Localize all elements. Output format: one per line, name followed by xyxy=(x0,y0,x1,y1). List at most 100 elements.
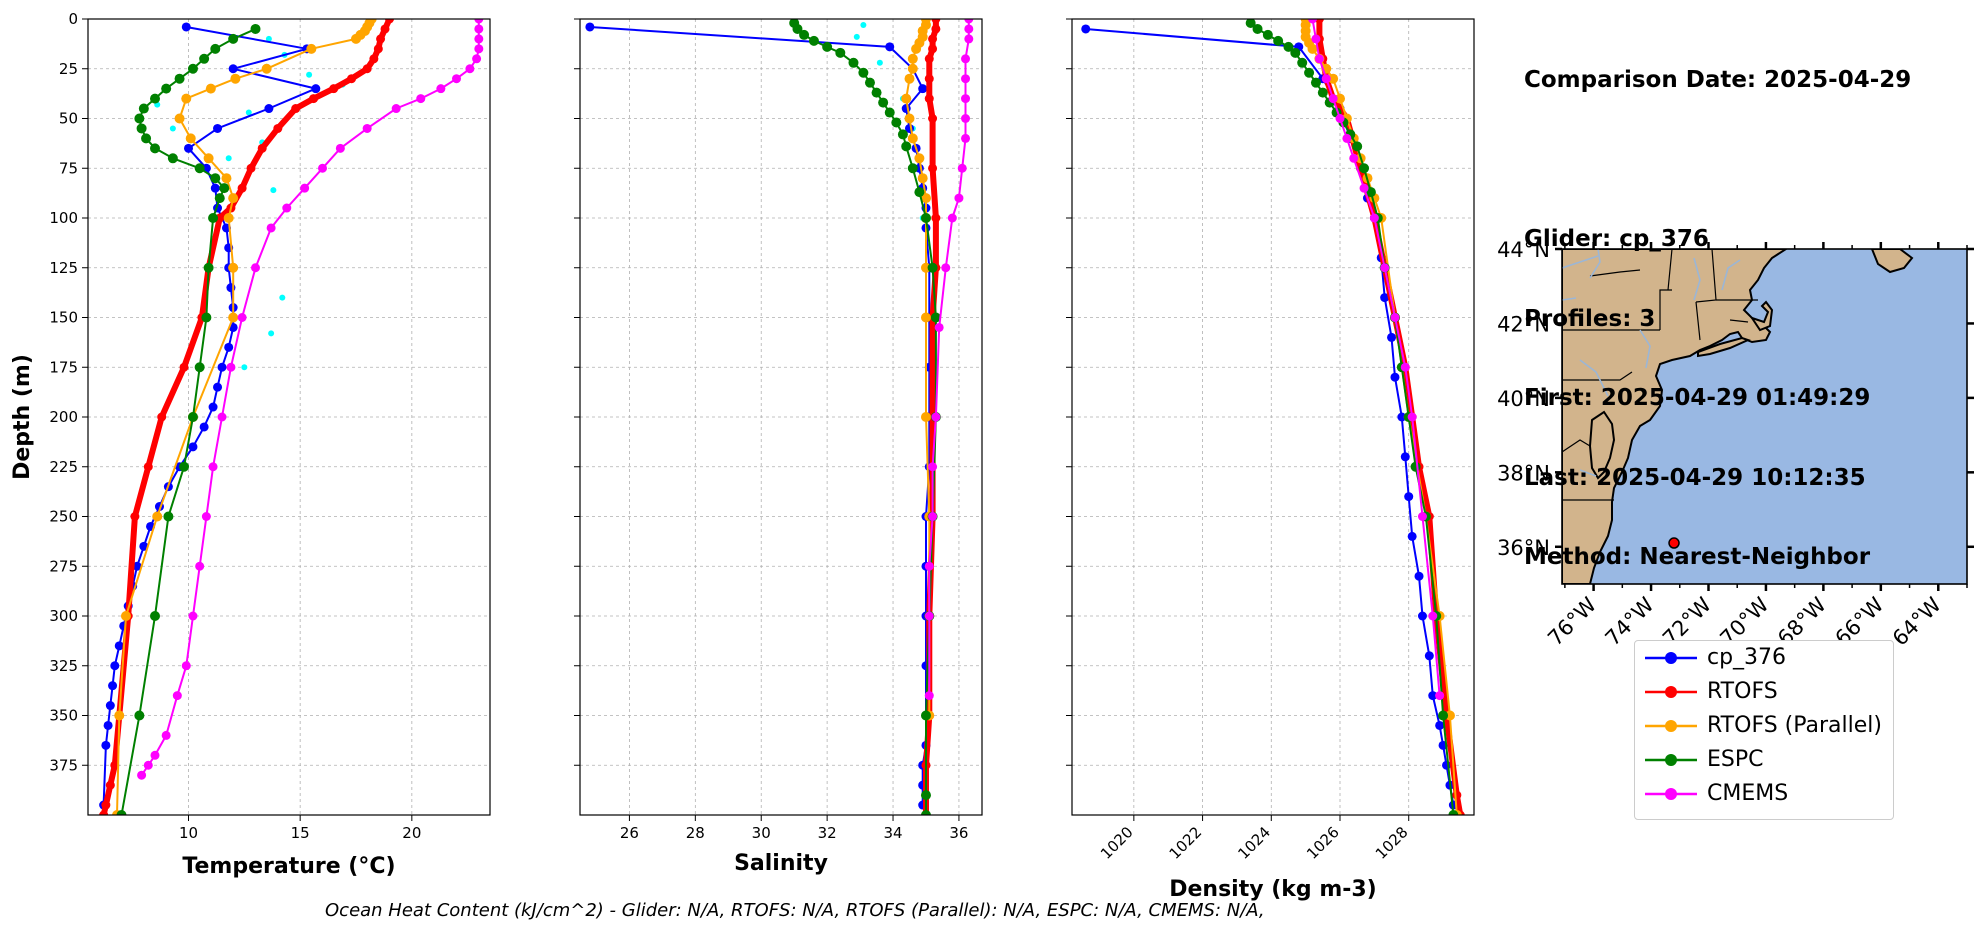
data-point-espc xyxy=(930,312,941,323)
data-point-espc xyxy=(1252,23,1263,34)
data-point-cmems xyxy=(961,114,971,123)
data-point-cmems xyxy=(934,322,944,332)
data-point-rtofs-parallel xyxy=(174,113,185,124)
data-point-cmems xyxy=(964,24,974,34)
info-panel: Comparison Date: 2025-04-29 Glider: cp_3… xyxy=(1524,14,1911,597)
data-point-cp-376 xyxy=(311,84,321,94)
data-point-rtofs xyxy=(373,44,383,54)
data-point-cmems xyxy=(474,34,484,44)
y-tick-label: 0 xyxy=(68,10,78,28)
x-tick-label: 26 xyxy=(620,824,639,842)
y-tick-label: 325 xyxy=(49,657,78,675)
data-point-espc xyxy=(1283,41,1294,52)
data-point-cmems xyxy=(318,163,327,173)
y-tick-label: 50 xyxy=(59,110,78,128)
data-point-cmems xyxy=(931,412,941,422)
comparison-date: Comparison Date: 2025-04-29 xyxy=(1524,67,1912,93)
extra-point xyxy=(279,294,286,301)
data-point-cmems xyxy=(1328,94,1338,104)
data-point-espc xyxy=(1297,57,1308,68)
y-tick-label: 175 xyxy=(49,358,78,376)
ticks-salinity: 26 28 30 32 34 36 xyxy=(574,18,968,842)
data-point-rtofs-parallel xyxy=(228,312,239,323)
data-point-cmems xyxy=(201,512,211,521)
last-time: Last: 2025-04-29 10:12:35 xyxy=(1524,464,1866,491)
rivers xyxy=(1562,249,1741,477)
data-point-rtofs xyxy=(376,34,386,44)
data-point-cmems xyxy=(1407,412,1417,422)
series-cmems xyxy=(1308,19,1445,701)
temperature-panel: 10 15 200255075100125150175200225250275300… xyxy=(10,10,491,879)
series-density xyxy=(1081,19,1465,815)
data-point-cmems xyxy=(474,19,484,24)
profiles-count: Profiles: 3 xyxy=(1524,305,1656,332)
extra-point xyxy=(876,59,883,66)
data-point-rtofs-parallel xyxy=(228,193,239,204)
extra-point xyxy=(245,109,252,116)
series-espc xyxy=(1245,19,1459,815)
data-point-rtofs xyxy=(924,94,934,104)
data-point-rtofs-parallel xyxy=(907,53,918,64)
series-espc xyxy=(789,19,941,815)
data-point-rtofs xyxy=(110,760,120,770)
data-point-rtofs-parallel xyxy=(911,43,922,54)
y-tick-label: 375 xyxy=(49,756,78,774)
data-point-espc xyxy=(1359,163,1370,174)
data-point-cmems xyxy=(1390,313,1400,322)
data-point-cp-376 xyxy=(1414,571,1424,581)
data-point-cmems xyxy=(195,561,205,571)
series-cp-376 xyxy=(585,22,934,810)
data-point-rtofs xyxy=(237,183,247,193)
data-point-rtofs xyxy=(291,104,301,114)
data-point-espc xyxy=(219,183,230,194)
data-point-rtofs-parallel xyxy=(904,73,915,84)
data-point-espc xyxy=(167,153,178,164)
legend-entry-rtofs-parallel: RTOFS (Parallel) xyxy=(1635,709,1893,743)
legend-entry-cp376: cp_376 xyxy=(1635,641,1893,675)
data-point-cp-376 xyxy=(181,22,191,32)
data-point-rtofs-parallel xyxy=(920,193,931,204)
data-point-cp-376 xyxy=(264,104,274,114)
data-point-cmems xyxy=(1428,611,1438,621)
data-point-cmems xyxy=(391,104,401,114)
data-point-espc xyxy=(891,117,902,128)
data-point-cp-376 xyxy=(217,362,227,372)
data-point-rtofs xyxy=(369,54,379,64)
data-point-espc xyxy=(808,35,819,46)
data-point-rtofs xyxy=(928,44,938,54)
data-point-rtofs-parallel xyxy=(901,93,912,104)
series-line-espc xyxy=(120,28,256,815)
series-cmems xyxy=(924,19,974,701)
data-point-espc xyxy=(174,73,185,84)
data-point-rtofs xyxy=(347,74,357,84)
data-point-cmems xyxy=(1369,213,1379,223)
data-point-rtofs xyxy=(309,94,319,104)
data-point-cmems xyxy=(957,163,967,173)
data-point-rtofs-parallel xyxy=(223,213,234,223)
data-point-cmems xyxy=(172,691,182,701)
data-point-cmems xyxy=(924,611,934,621)
data-point-rtofs-parallel xyxy=(1307,43,1318,54)
data-point-rtofs-parallel xyxy=(203,153,214,164)
data-point-espc xyxy=(1262,29,1273,40)
cape-cod xyxy=(1749,300,1774,332)
long-island xyxy=(1697,336,1751,358)
data-point-rtofs xyxy=(1452,790,1462,800)
ocean-heat-content-footer: Ocean Heat Content (kJ/cm^2) - Glider: N… xyxy=(325,900,1265,921)
data-point-espc xyxy=(210,173,221,184)
data-point-rtofs xyxy=(362,64,372,74)
y-tick-label: 100 xyxy=(49,209,78,227)
series-line-cp-376 xyxy=(102,26,317,806)
legend-label-rtofs-parallel: RTOFS (Parallel) xyxy=(1707,713,1882,738)
data-point-cp-376 xyxy=(228,64,238,74)
data-point-cmems xyxy=(208,462,218,472)
data-point-rtofs xyxy=(928,34,938,44)
data-point-cmems xyxy=(226,362,236,372)
data-point-cp-376 xyxy=(1081,24,1091,34)
delmarva-peninsula xyxy=(1588,410,1616,480)
data-point-rtofs xyxy=(179,362,189,372)
data-point-rtofs xyxy=(273,123,283,133)
data-point-cmems xyxy=(964,19,974,24)
series-cp-376 xyxy=(1081,24,1458,810)
